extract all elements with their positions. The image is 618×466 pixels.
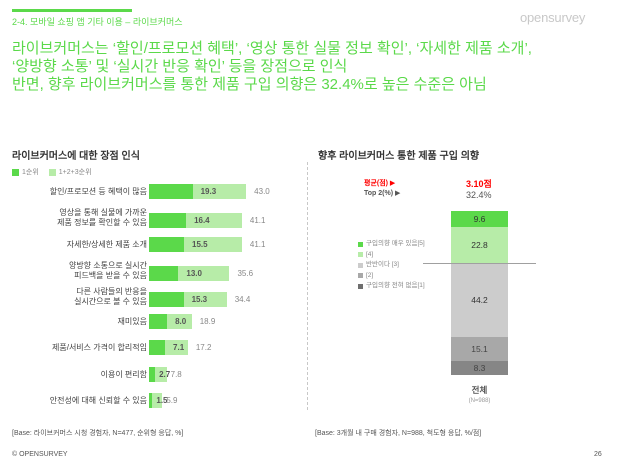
value-rank1: 1.5 (156, 396, 168, 405)
headline-line-3: 반면, 향후 라이브커머스를 통한 제품 구입 의향은 32.4%로 높은 수준… (12, 76, 487, 93)
bar-label: 재미있음 (117, 317, 147, 326)
stack-segment: 9.6 (451, 211, 508, 227)
value-rank123: 17.2 (195, 343, 212, 352)
headline: 라이브커머스는 ‘할인/프로모션 혜택’, ‘영상 통한 실물 정보 확인’, … (12, 40, 612, 94)
value-rank1: 8.0 (175, 317, 187, 326)
top2-separator-line (423, 263, 536, 264)
bar-row: 양방향 소통으로 실시간 피드백을 받을 수 있음 13.0 35.6 (0, 261, 310, 287)
stack-legend: 구입의향 매우 있음[5] [4] 반반이다 [3] [2] 구입의향 전혀 없… (358, 239, 425, 292)
bar-row: 다른 사람들의 반응을 실시간으로 볼 수 있음 15.3 34.4 (0, 287, 310, 313)
bar-rank1 (149, 213, 187, 228)
bar-row: 자세한/상세한 제품 소개 15.5 41.1 (0, 237, 310, 261)
value-rank1: 15.3 (191, 295, 208, 304)
bar-row: 할인/프로모션 등 혜택이 많음 19.3 43.0 (0, 184, 310, 208)
bar-label: 안전성에 대해 신뢰할 수 있음 (49, 396, 147, 405)
bar-rank1 (149, 367, 156, 382)
value-rank123: 5.9 (166, 396, 178, 405)
bar-rank1 (149, 237, 185, 252)
top2-value: 32.4% (466, 190, 492, 200)
bar-rank1 (149, 340, 166, 355)
top2-label: Top 2(%) ▶ (364, 190, 401, 197)
stack-segment: 8.3 (451, 361, 508, 375)
bar-row: 제품/서비스 가격이 합리적임 7.1 17.2 (0, 340, 310, 364)
headline-line-1: 라이브커머스는 ‘할인/프로모션 혜택’, ‘영상 통한 실물 정보 확인’, … (12, 40, 532, 57)
value-rank1: 15.5 (192, 240, 208, 249)
legend-swatch-icon (12, 168, 19, 176)
value-rank123: 41.1 (249, 216, 266, 225)
bar-label: 다른 사람들의 반응을 실시간으로 볼 수 있음 (74, 287, 147, 306)
stack-legend-item: [2] (358, 271, 425, 282)
value-rank123: 34.4 (234, 295, 251, 304)
value-rank1: 7.1 (173, 343, 185, 352)
opensurvey-logo: opensurvey (520, 10, 586, 25)
value-rank123: 7.8 (170, 370, 182, 379)
category-label: 전체 (471, 385, 488, 395)
average-value: 3.10점 (466, 179, 492, 189)
legend-item-rank1: 1순위 (12, 167, 39, 177)
section-label: 2-4. 모바일 쇼핑 앱 기타 이용 – 라이브커머스 (12, 17, 183, 27)
stack-segment: 15.1 (451, 336, 508, 362)
legend-swatch-icon (358, 262, 363, 268)
stack-legend-item: 반반이다 [3] (358, 260, 425, 271)
bar-rank1 (149, 184, 193, 199)
bar-label: 영상을 통해 실물에 가까운 제품 정보를 확인할 수 있음 (57, 208, 147, 227)
stack-legend-item: [4] (358, 250, 425, 261)
bar-rank1 (149, 266, 179, 281)
copyright: © OPENSURVEY (12, 451, 68, 458)
legend-swatch-icon (48, 168, 56, 176)
legend-swatch-icon (358, 252, 363, 258)
page-number: 26 (594, 451, 602, 458)
bar-row: 재미있음 8.0 18.9 (0, 314, 310, 338)
value-rank123: 18.9 (199, 317, 216, 326)
stack-legend-item: 구입의향 전혀 없음[1] (358, 281, 425, 292)
value-rank1: 13.0 (186, 269, 202, 278)
value-rank123: 35.6 (237, 269, 254, 278)
headline-line-2: ‘양방향 소통’ 및 ‘실시간 반응 확인’ 등을 장점으로 인식 (12, 58, 348, 75)
bar-rank1 (149, 314, 168, 329)
left-chart-title: 라이브커머스에 대한 장점 인식 (12, 151, 140, 162)
bar-rank1 (149, 393, 153, 408)
value-rank123: 41.1 (249, 240, 266, 249)
right-chart-title: 향후 라이브커머스 통한 제품 구입 의향 (318, 151, 480, 162)
bar-label: 이용이 편리함 (100, 370, 147, 379)
bar-label: 자세한/상세한 제품 소개 (66, 240, 147, 249)
stacked-bar: 9.6 22.8 44.2 15.1 8.3 (451, 211, 508, 375)
legend-swatch-icon (358, 283, 363, 289)
average-label: 평균(점) ▶ (364, 180, 396, 187)
bar-row: 영상을 통해 실물에 가까운 제품 정보를 확인할 수 있음 16.4 41.1 (0, 208, 310, 234)
legend-swatch-icon (358, 241, 363, 247)
value-rank1: 2.7 (159, 370, 171, 379)
stack-segment: 22.8 (451, 226, 508, 265)
bar-label: 양방향 소통으로 실시간 피드백을 받을 수 있음 (68, 261, 147, 280)
bar-row: 이용이 편리함 2.7 7.8 (0, 367, 310, 391)
legend-swatch-icon (358, 273, 363, 279)
left-chart-legend: 1순위 1+2+3순위 (12, 167, 92, 177)
dashed-divider (307, 162, 308, 410)
bar-label: 제품/서비스 가격이 합리적임 (52, 343, 147, 352)
accent-bar (12, 9, 132, 12)
value-rank1: 19.3 (200, 187, 217, 196)
legend-item-rank123: 1+2+3순위 (48, 167, 92, 177)
left-base-note: [Base: 라이브커머스 시청 경험자, N=477, 순위형 응답, %] (12, 430, 184, 437)
value-rank123: 43.0 (254, 187, 270, 196)
sample-size: (N=988) (468, 398, 491, 404)
bar-label: 할인/프로모션 등 혜택이 많음 (49, 187, 147, 196)
value-rank1: 16.4 (194, 216, 210, 225)
stack-legend-item: 구입의향 매우 있음[5] (358, 239, 425, 250)
bar-row: 안전성에 대해 신뢰할 수 있음 1.5 5.9 (0, 393, 310, 417)
stack-segment: 44.2 (451, 264, 508, 337)
bar-rank1 (149, 292, 184, 307)
right-base-note: [Base: 3개월 내 구매 경험자, N=988, 척도형 응답, %/점] (315, 430, 482, 437)
